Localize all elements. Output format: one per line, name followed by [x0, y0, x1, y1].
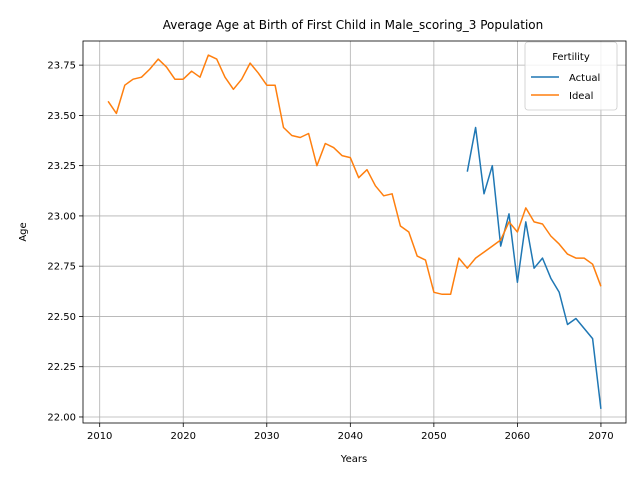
y-axis-label: Age [18, 222, 29, 241]
y-tick-label: 22.50 [47, 312, 76, 323]
y-tick-label: 22.00 [47, 412, 76, 423]
y-tick-label: 22.75 [47, 262, 76, 273]
x-tick-label: 2010 [87, 431, 112, 442]
plot-area-frame [82, 40, 627, 424]
x-tick-label: 2030 [254, 431, 279, 442]
y-tick-label: 23.50 [47, 111, 76, 122]
legend-title: Fertility [552, 52, 590, 63]
x-tick-label: 2070 [588, 431, 613, 442]
y-tick-label: 23.25 [47, 161, 76, 172]
y-tick-label: 23.75 [47, 61, 76, 72]
legend-box [524, 41, 618, 111]
x-tick-label: 2020 [171, 431, 196, 442]
y-tick-label: 23.00 [47, 211, 76, 222]
chart-title: Average Age at Birth of First Child in M… [163, 18, 544, 32]
x-axis-label: Years [340, 454, 367, 465]
legend: Fertility Actual Ideal [524, 41, 618, 111]
legend-label-actual: Actual [569, 73, 600, 84]
x-tick-label: 2050 [421, 431, 446, 442]
x-tick-label: 2040 [338, 431, 363, 442]
series-lines [107, 54, 602, 409]
legend-label-ideal: Ideal [569, 91, 593, 102]
x-tick-label: 2060 [505, 431, 530, 442]
series-line-ideal [107, 54, 602, 296]
axis-ticks: 2010 2020 2030 2040 2050 2060 2070 22.00 22.25 22… [47, 61, 613, 442]
series-line-actual [466, 126, 602, 409]
y-tick-label: 22.25 [47, 362, 76, 373]
